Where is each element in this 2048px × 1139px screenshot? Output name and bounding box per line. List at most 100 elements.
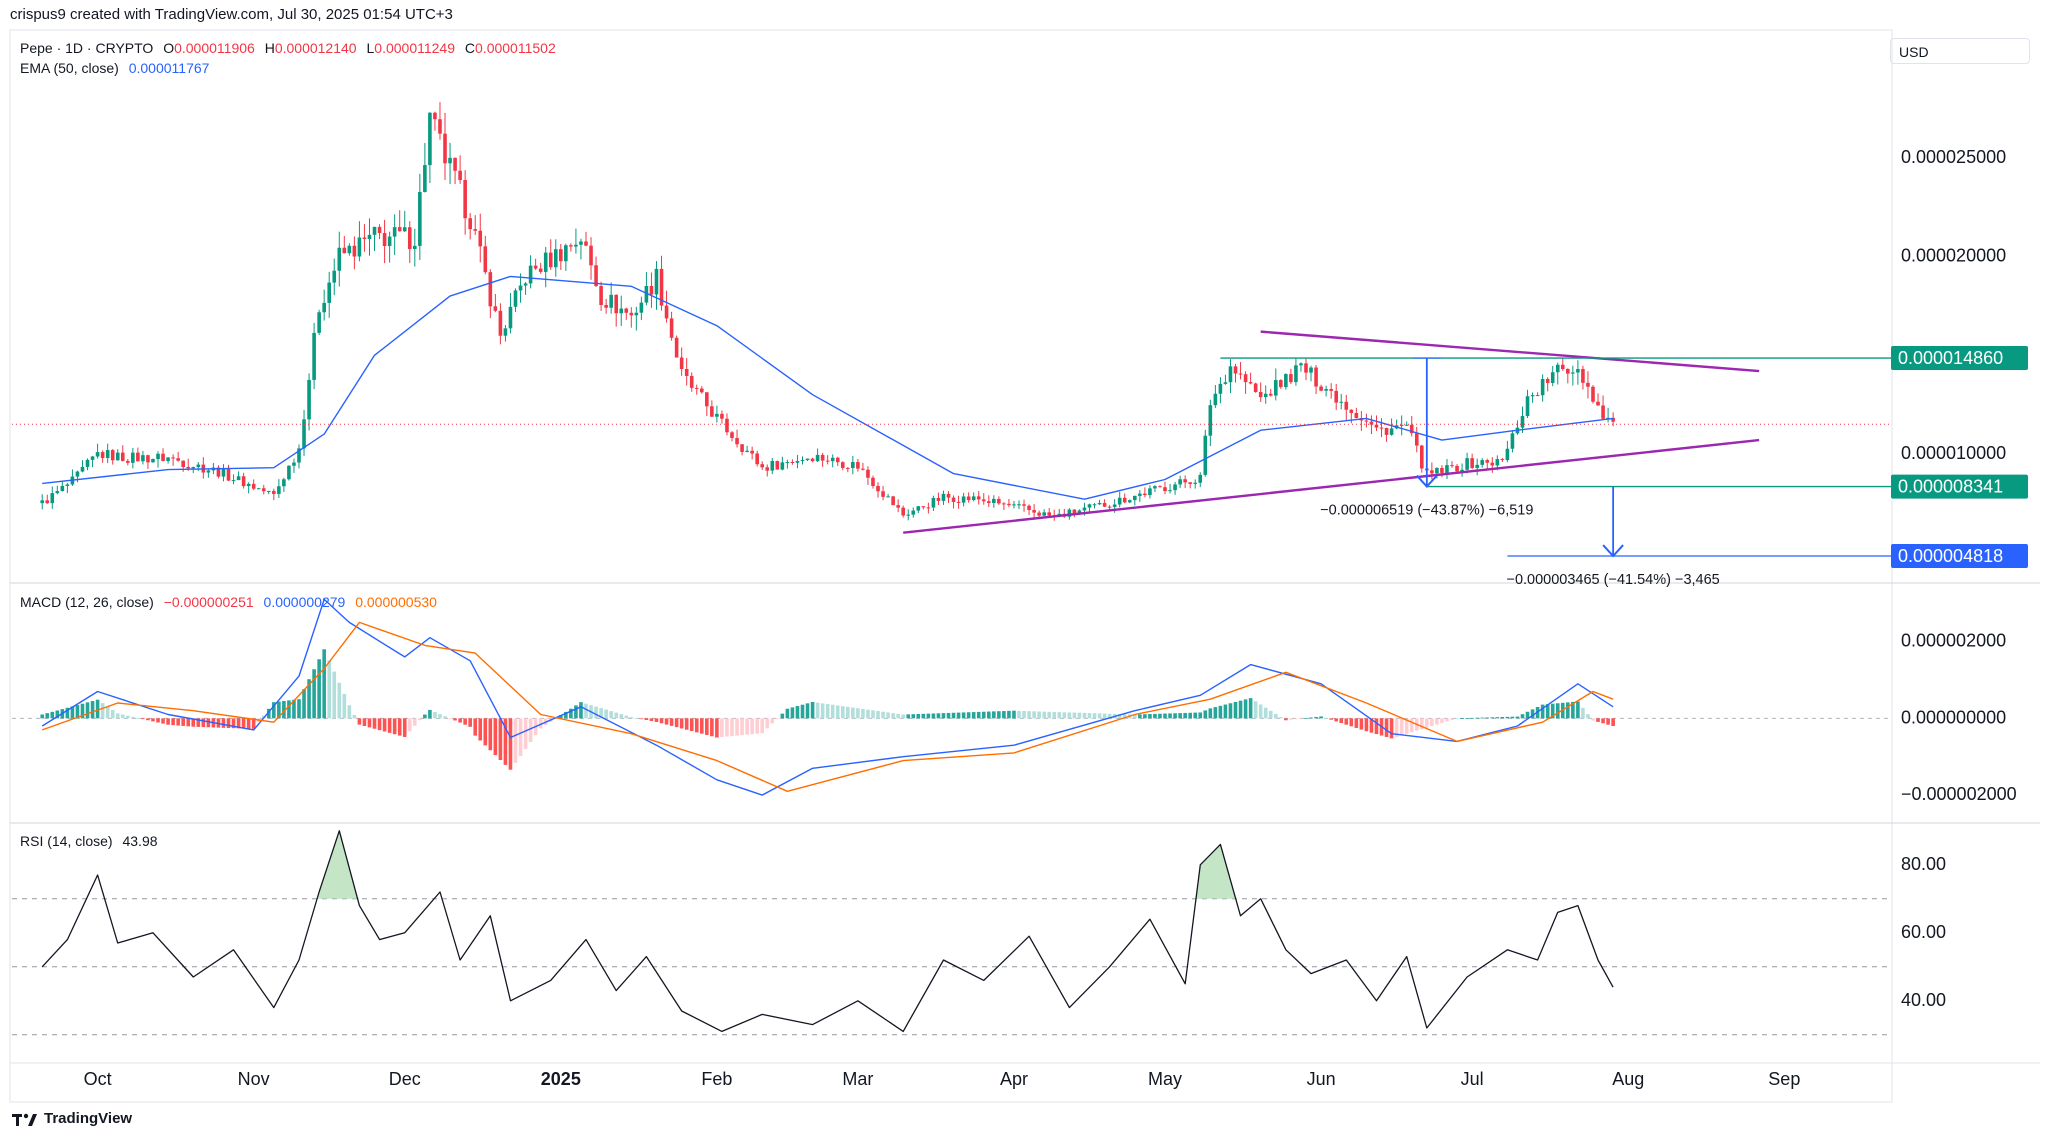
- candle-body: [569, 245, 573, 247]
- candle-body: [468, 218, 472, 230]
- close-value: 0.000011502: [475, 40, 556, 56]
- candle-body: [538, 268, 543, 272]
- candle-body: [825, 460, 830, 462]
- macd-histogram-bar: [976, 711, 981, 719]
- macd-histogram-bar: [488, 718, 493, 751]
- macd-histogram-bar: [1384, 718, 1389, 737]
- candle-down: [589, 237, 593, 280]
- macd-histogram-bar: [1601, 718, 1605, 724]
- candle-up: [115, 449, 120, 461]
- candle-down: [669, 311, 674, 341]
- candle-body: [100, 452, 105, 458]
- candle-body: [226, 468, 231, 481]
- candle-body: [1500, 459, 1505, 461]
- candle-up: [292, 458, 296, 473]
- candle-body: [584, 241, 588, 246]
- macd-histogram-bar: [1082, 712, 1087, 719]
- macd-histogram-bar: [136, 717, 140, 719]
- candle-body: [1369, 421, 1374, 425]
- macd-histogram-bar: [569, 708, 573, 719]
- macd-histogram-bar: [468, 718, 472, 727]
- candle-up: [1193, 479, 1198, 489]
- candle-body: [705, 392, 709, 407]
- candle-body: [523, 283, 528, 286]
- macd-histogram-bar: [1067, 712, 1072, 719]
- candle-down: [1143, 487, 1147, 498]
- macd-histogram-bar: [1606, 718, 1610, 725]
- candle-body: [282, 479, 286, 487]
- candle-body: [1384, 427, 1389, 435]
- macd-histogram-bar: [951, 712, 956, 719]
- candle-down: [1233, 363, 1238, 383]
- candle-down: [146, 454, 150, 469]
- candle-down: [629, 307, 634, 328]
- candle-body: [292, 462, 296, 466]
- macd-histogram-bar: [1530, 709, 1535, 719]
- candle-body: [1576, 369, 1580, 373]
- candle-body: [1455, 465, 1459, 472]
- candle-down: [1500, 457, 1505, 463]
- candle-body: [85, 459, 90, 467]
- candle-up: [513, 288, 518, 312]
- candle-down: [891, 495, 895, 506]
- candle-up: [141, 450, 145, 465]
- rsi-legend: RSI (14, close) 43.98: [20, 833, 164, 849]
- candle-body: [1480, 460, 1485, 465]
- macd-histogram-bar: [1576, 701, 1580, 719]
- candle-body: [1072, 509, 1077, 514]
- candle-body: [453, 157, 457, 171]
- macd-histogram-bar: [1133, 714, 1137, 719]
- macd-histogram-bar: [609, 711, 613, 719]
- candle-up: [911, 507, 916, 518]
- open-value: 0.000011906: [174, 40, 255, 56]
- macd-histogram-bar: [1339, 718, 1344, 724]
- candle-body: [750, 450, 754, 454]
- macd-histogram-bar: [559, 715, 563, 719]
- candle-body: [342, 247, 347, 254]
- candle-body: [629, 312, 634, 316]
- macd-histogram-bar: [1425, 718, 1429, 728]
- candle-up: [357, 221, 362, 262]
- macd-histogram-bar: [302, 689, 306, 719]
- macd-histogram-bar: [790, 707, 795, 719]
- macd-histogram-bar: [1389, 718, 1394, 739]
- macd-histogram-bar: [614, 712, 618, 719]
- macd-histogram-bar: [1329, 718, 1333, 720]
- candle-up: [70, 469, 75, 486]
- candle-body: [986, 501, 991, 503]
- macd-histogram-bar: [896, 713, 900, 719]
- candle-down: [820, 452, 825, 467]
- candle-body: [277, 486, 281, 494]
- candle-up: [1198, 472, 1203, 488]
- macd-histogram-bar: [1309, 717, 1313, 719]
- macd-histogram-bar: [926, 713, 931, 719]
- candle-body: [1440, 468, 1444, 473]
- macd-pane: [12, 598, 1892, 796]
- candle-body: [956, 501, 961, 503]
- candle-body: [533, 265, 538, 269]
- candle-body: [1173, 484, 1177, 491]
- macd-histogram-bar: [1500, 717, 1505, 719]
- candle-body: [564, 245, 568, 262]
- candle-down: [1450, 461, 1454, 468]
- macd-histogram-bar: [1319, 716, 1323, 719]
- macd-histogram-bar: [946, 712, 951, 719]
- macd-histogram-bar: [332, 671, 337, 719]
- candle-down: [694, 384, 699, 395]
- candle-body: [463, 180, 467, 219]
- candle-body: [231, 480, 236, 482]
- candle-body: [458, 170, 462, 181]
- candle-body: [840, 462, 845, 468]
- candle-down: [251, 479, 256, 491]
- macd-histogram-bar: [448, 718, 452, 720]
- candle-down: [1455, 464, 1459, 473]
- candle-down: [171, 454, 175, 466]
- candle-down: [473, 215, 478, 236]
- ema-legend: EMA (50, close) 0.000011767: [20, 60, 215, 76]
- candle-down: [1560, 357, 1565, 371]
- macd-histogram-bar: [992, 711, 996, 719]
- candle-body: [976, 496, 981, 500]
- currency-selector[interactable]: USD: [1890, 38, 2030, 64]
- candle-body: [1379, 427, 1384, 429]
- macd-histogram-bar: [1208, 708, 1213, 719]
